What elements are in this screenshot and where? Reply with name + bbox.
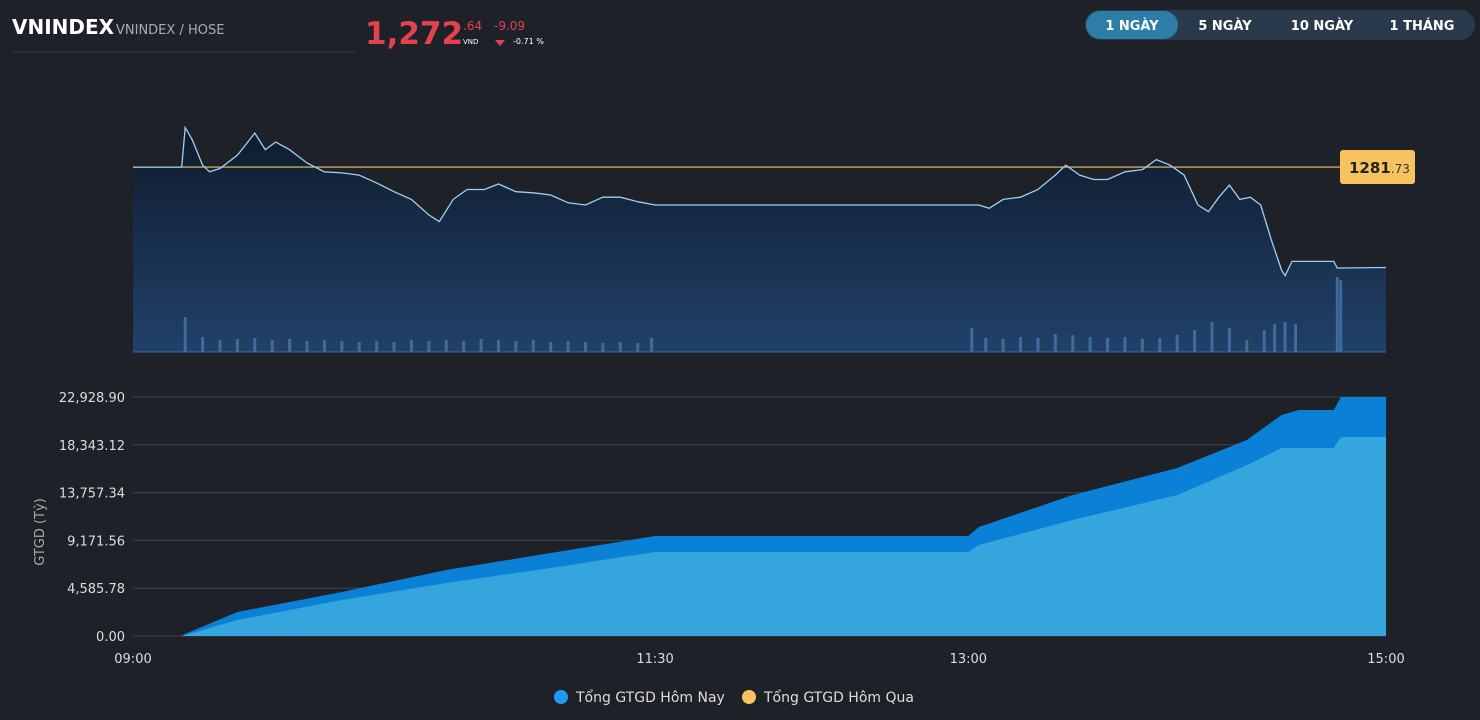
legend-marker[interactable] [742,690,756,704]
volume-bar [496,340,500,352]
volume-bar [288,339,292,352]
volume-bar [392,342,396,352]
volume-bar [1273,324,1277,352]
volume-bar [1210,322,1214,352]
price: 1,272 [365,16,463,52]
y-axis-label: GTGD (Tỷ) [33,498,48,566]
area [133,437,1386,636]
volume-bar [636,343,640,352]
y-tick-label: 4,585.78 [67,582,125,597]
volume-bar [1227,328,1231,352]
volume-bar [409,340,413,352]
volume-bar [549,342,553,352]
volume-bar [970,328,974,352]
volume-bar [462,341,466,352]
y-tick-label: 13,757.34 [59,487,125,502]
tab[interactable]: 10 NGÀY [1291,18,1354,34]
volume-bar [1335,277,1339,352]
volume-bar [183,317,187,352]
volume-bar [322,340,326,352]
volume-bar [984,338,988,352]
volume-bar [618,342,622,352]
reference-dec: .73 [1391,162,1410,176]
volume-bar [583,342,587,352]
y-tick-label: 18,343.12 [59,439,125,454]
tab[interactable]: 1 NGÀY [1105,18,1159,34]
y-tick-label: 22,928.90 [59,391,125,406]
price-line [133,125,1387,278]
x-tick-label: 11:30 [636,652,673,667]
y-tick-label: 0.00 [96,630,125,645]
volume-bar [1245,340,1249,352]
volume-bar [1158,338,1162,352]
volume-bar [1088,337,1092,352]
price-area [133,127,1386,352]
reference-label: 1281.73 [1349,159,1410,177]
volume-bar [1123,337,1127,352]
change: -9.09 [494,19,525,33]
down-arrow [495,40,505,46]
legend-label[interactable]: Tổng GTGD Hôm Qua [763,689,914,706]
volume-bar [650,338,654,352]
price-dec: .64 [463,19,482,33]
volume-bar [566,341,570,352]
volume-bar [444,340,448,352]
volume-bar [270,340,274,352]
volume-bar [1106,338,1110,352]
volume-bar [1175,335,1179,352]
volume-bar [601,343,605,352]
x-tick-label: 15:00 [1367,652,1404,667]
volume-bar [1071,335,1075,352]
volume-bar [1283,322,1287,352]
volume-bar [201,337,205,352]
volume-bar [427,341,431,352]
volume-bar [531,340,535,352]
reference-int: 1281 [1349,159,1391,177]
volume-bar [1294,324,1298,352]
x-tick-label: 09:00 [114,652,151,667]
volume-bar [357,342,361,352]
volume-bar [1193,330,1197,352]
exchange: VNINDEX / HOSE [116,23,224,38]
tab-bar [1085,10,1475,40]
volume-bar [514,341,518,352]
volume-bar [1140,339,1144,352]
volume-bar [375,341,379,352]
volume-bar [340,341,344,352]
volume-bar [1036,338,1040,352]
legend-marker[interactable] [554,690,568,704]
legend-label[interactable]: Tổng GTGD Hôm Nay [575,689,725,706]
volume-bar [1001,339,1005,352]
volume-bar [1019,337,1023,352]
tab[interactable]: 1 THÁNG [1390,18,1455,34]
y-tick-label: 9,171.56 [67,534,125,549]
tab-active[interactable] [1086,11,1178,39]
volume-bar [253,338,257,352]
volume-bar [235,339,239,352]
x-tick-label: 13:00 [950,652,987,667]
volume-bar [1053,334,1057,352]
volume-bar [479,339,483,352]
tab[interactable]: 5 NGÀY [1198,18,1252,34]
change-pct: -0.71 % [513,37,544,46]
volume-bar [1339,280,1343,352]
volume-bar [305,341,309,352]
reference-badge [1340,150,1415,185]
volume-bar [1262,330,1266,352]
volume-bar [218,340,222,352]
symbol: VNINDEX [12,15,115,39]
currency: VND [463,38,478,46]
